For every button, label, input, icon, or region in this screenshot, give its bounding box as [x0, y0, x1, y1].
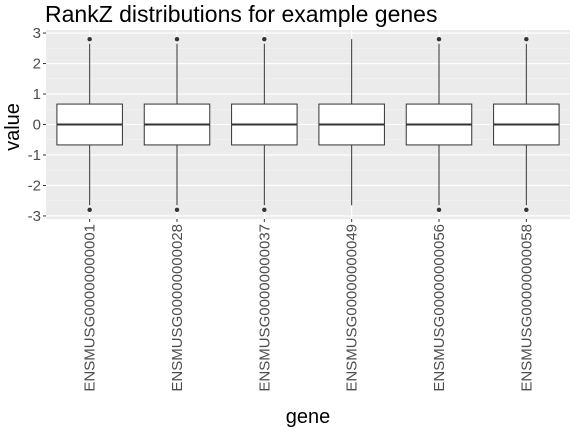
outlier-point — [87, 36, 92, 42]
box-5 — [405, 36, 473, 213]
box-6 — [493, 36, 560, 213]
y-tick-label: 1 — [33, 86, 41, 103]
x-tick-label: ENSMUSG00000000056 — [431, 224, 448, 392]
outlier-point — [174, 36, 180, 42]
outlier-point — [436, 36, 442, 42]
x-tick-label: ENSMUSG00000000058 — [518, 224, 535, 392]
y-tick-label: -1 — [28, 147, 41, 164]
chart-title: RankZ distributions for example genes — [45, 1, 437, 27]
outlier-point — [87, 207, 92, 213]
box-4 — [318, 39, 385, 206]
box-3 — [231, 36, 298, 213]
y-tick-label: 3 — [33, 25, 41, 42]
x-axis-title: gene — [286, 406, 331, 428]
outlier-point — [524, 207, 529, 213]
outlier-point — [174, 207, 180, 213]
box-1 — [56, 36, 123, 213]
axis-layer: 3 2 1 0 -1 -2 -3 ENSMUSG00000000001 ENSMUSG00000… — [28, 25, 536, 392]
y-tick-label: -2 — [28, 177, 41, 194]
x-tick-label: ENSMUSG00000000037 — [256, 224, 273, 392]
outlier-point — [262, 36, 267, 42]
y-tick-label: 0 — [33, 117, 41, 134]
outlier-point — [524, 36, 529, 42]
x-tick-label: ENSMUSG00000000049 — [344, 224, 361, 392]
y-tick-label: -3 — [28, 208, 41, 225]
box-layer — [56, 36, 560, 213]
y-tick-label: 2 — [33, 56, 41, 73]
outlier-point — [262, 207, 267, 213]
outlier-point — [436, 207, 442, 213]
x-tick-label: ENSMUSG00000000001 — [82, 224, 99, 392]
y-axis-title: value — [2, 103, 24, 151]
x-tick-label: ENSMUSG00000000028 — [169, 224, 186, 392]
box-2 — [143, 36, 211, 213]
